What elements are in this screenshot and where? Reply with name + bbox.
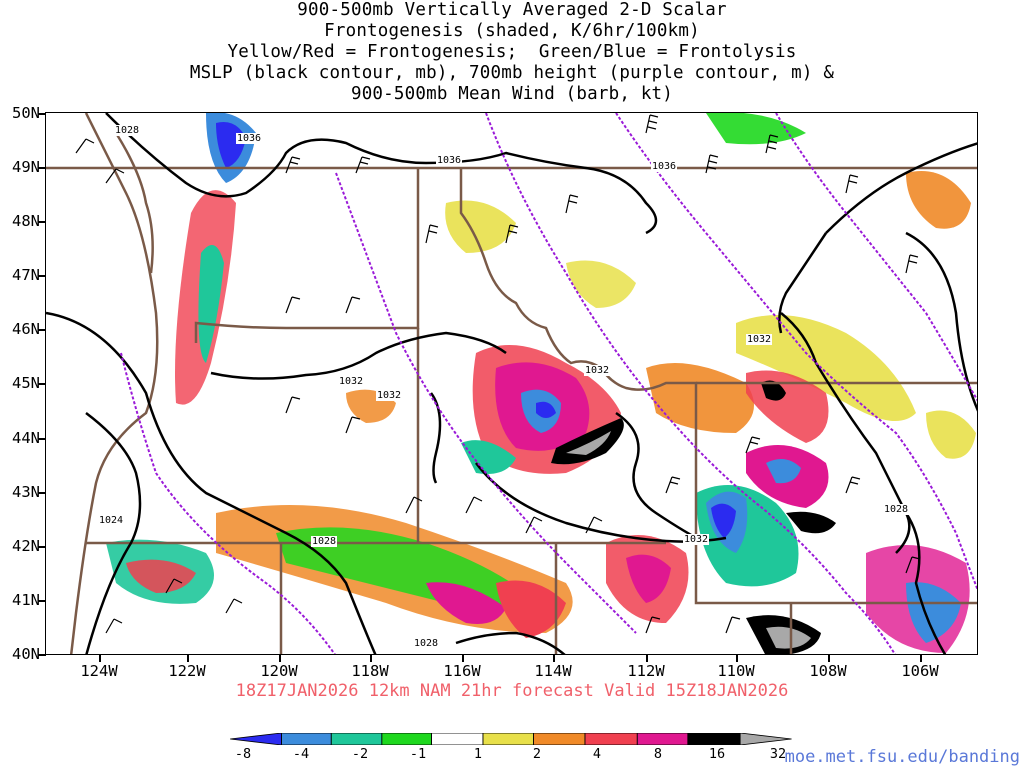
lat-label-45n: 45N bbox=[12, 374, 40, 392]
lat-tick bbox=[38, 167, 46, 169]
lon-tick bbox=[553, 655, 555, 662]
lon-label-118w: 118W bbox=[351, 662, 389, 680]
lon-tick bbox=[99, 655, 101, 662]
title-line-4: MSLP (black contour, mb), 700mb height (… bbox=[189, 63, 835, 83]
colorbar-segment-minus2 bbox=[330, 733, 383, 745]
lat-label-48n: 48N bbox=[12, 212, 40, 230]
mslp-label: 1032 bbox=[683, 534, 710, 545]
lat-label-44n: 44N bbox=[12, 429, 40, 447]
lon-label-110w: 110W bbox=[717, 662, 755, 680]
colorbar-label: 1 bbox=[473, 746, 483, 762]
mslp-label: 1032 bbox=[584, 365, 611, 376]
mslp-label: 1028 bbox=[114, 125, 141, 136]
colorbar-label: 4 bbox=[592, 746, 602, 762]
lat-tick bbox=[38, 383, 46, 385]
model-run-info: 18Z17JAN2026 12km NAM 21hr forecast Vali… bbox=[235, 681, 789, 701]
lat-tick bbox=[38, 600, 46, 602]
map-panel[interactable]: 1028 1036 1036 1036 1032 1032 1032 1032 … bbox=[45, 112, 978, 655]
mslp-label: 1036 bbox=[436, 155, 463, 166]
mslp-label: 1036 bbox=[236, 133, 263, 144]
mslp-label: 1032 bbox=[376, 390, 403, 401]
title-line-5: 900-500mb Mean Wind (barb, kt) bbox=[350, 84, 674, 104]
lat-tick bbox=[38, 221, 46, 223]
mslp-label: 1032 bbox=[338, 376, 365, 387]
lat-tick bbox=[38, 546, 46, 548]
mslp-label: 1036 bbox=[651, 161, 678, 172]
title-line-1: 900-500mb Vertically Averaged 2-D Scalar bbox=[297, 0, 727, 20]
mslp-label: 1032 bbox=[746, 334, 773, 345]
lon-tick bbox=[370, 655, 372, 662]
lat-tick bbox=[38, 329, 46, 331]
lon-label-112w: 112W bbox=[627, 662, 665, 680]
lat-label-47n: 47N bbox=[12, 266, 40, 284]
lon-label-116w: 116W bbox=[443, 662, 481, 680]
colorbar-label: 32 bbox=[769, 746, 787, 762]
frontogenesis-shading bbox=[106, 113, 976, 654]
lon-label-120w: 120W bbox=[260, 662, 298, 680]
lat-tick bbox=[38, 275, 46, 277]
mslp-label: 1024 bbox=[98, 515, 125, 526]
lat-label-43n: 43N bbox=[12, 483, 40, 501]
lon-tick bbox=[646, 655, 648, 662]
political-borders bbox=[46, 113, 977, 654]
colorbar-label: -8 bbox=[234, 746, 252, 762]
colorbar-label: -4 bbox=[292, 746, 310, 762]
lat-label-46n: 46N bbox=[12, 320, 40, 338]
lon-label-114w: 114W bbox=[534, 662, 572, 680]
colorbar-label: 2 bbox=[532, 746, 542, 762]
lat-tick bbox=[38, 438, 46, 440]
title-line-3: Yellow/Red = Frontogenesis; Green/Blue =… bbox=[227, 42, 797, 62]
lat-label-49n: 49N bbox=[12, 158, 40, 176]
colorbar-segment-16 bbox=[687, 733, 741, 745]
source-credit-link[interactable]: moe.met.fsu.edu/banding bbox=[784, 747, 1020, 767]
colorbar bbox=[230, 733, 792, 745]
colorbar-segment-2 bbox=[533, 733, 586, 745]
mslp-label: 1028 bbox=[413, 638, 440, 649]
lat-label-40n: 40N bbox=[12, 645, 40, 663]
lat-tick bbox=[38, 492, 46, 494]
lon-tick bbox=[187, 655, 189, 662]
lon-label-122w: 122W bbox=[168, 662, 206, 680]
map-canvas bbox=[46, 113, 977, 654]
title-line-2: Frontogenesis (shaded, K/6hr/100km) bbox=[324, 21, 700, 41]
map-title: 900-500mb Vertically Averaged 2-D Scalar… bbox=[0, 0, 1024, 105]
lat-label-42n: 42N bbox=[12, 537, 40, 555]
colorbar-segment-minus1 bbox=[381, 733, 432, 745]
lon-label-124w: 124W bbox=[80, 662, 118, 680]
colorbar-label: -1 bbox=[409, 746, 427, 762]
colorbar-segment-4 bbox=[584, 733, 638, 745]
lon-label-106w: 106W bbox=[901, 662, 939, 680]
lon-tick bbox=[828, 655, 830, 662]
lat-tick bbox=[38, 113, 46, 115]
lon-tick bbox=[920, 655, 922, 662]
colorbar-label: 16 bbox=[708, 746, 726, 762]
mslp-label: 1028 bbox=[311, 536, 338, 547]
lon-tick bbox=[736, 655, 738, 662]
colorbar-label: 8 bbox=[653, 746, 663, 762]
lat-label-41n: 41N bbox=[12, 591, 40, 609]
colorbar-segment-1 bbox=[482, 733, 534, 745]
lon-tick bbox=[462, 655, 464, 662]
colorbar-label: -2 bbox=[351, 746, 369, 762]
wind-barbs bbox=[75, 114, 921, 634]
colorbar-segment-minus8 bbox=[230, 733, 282, 745]
colorbar-segment-minus4 bbox=[281, 733, 332, 745]
colorbar-segment-32 bbox=[739, 733, 792, 745]
lat-tick bbox=[38, 654, 46, 656]
colorbar-segment-neutral bbox=[431, 733, 484, 745]
lon-tick bbox=[279, 655, 281, 662]
height-contours bbox=[120, 113, 977, 654]
lon-label-108w: 108W bbox=[809, 662, 847, 680]
colorbar-segment-8 bbox=[636, 733, 689, 745]
lat-label-50n: 50N bbox=[12, 104, 40, 122]
mslp-label: 1028 bbox=[883, 504, 910, 515]
